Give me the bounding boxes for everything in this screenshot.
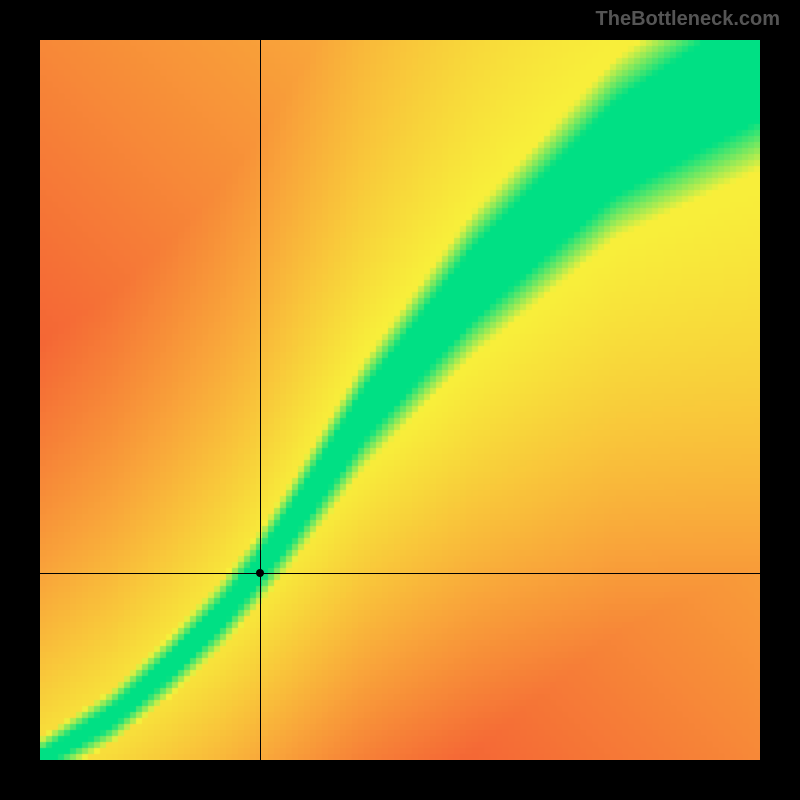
crosshair-horizontal xyxy=(40,573,760,574)
plot-area xyxy=(40,40,760,760)
crosshair-vertical xyxy=(260,40,261,760)
marker-dot xyxy=(256,569,264,577)
chart-container: TheBottleneck.com xyxy=(0,0,800,800)
watermark-text: TheBottleneck.com xyxy=(596,8,780,31)
heatmap-canvas xyxy=(40,40,760,760)
